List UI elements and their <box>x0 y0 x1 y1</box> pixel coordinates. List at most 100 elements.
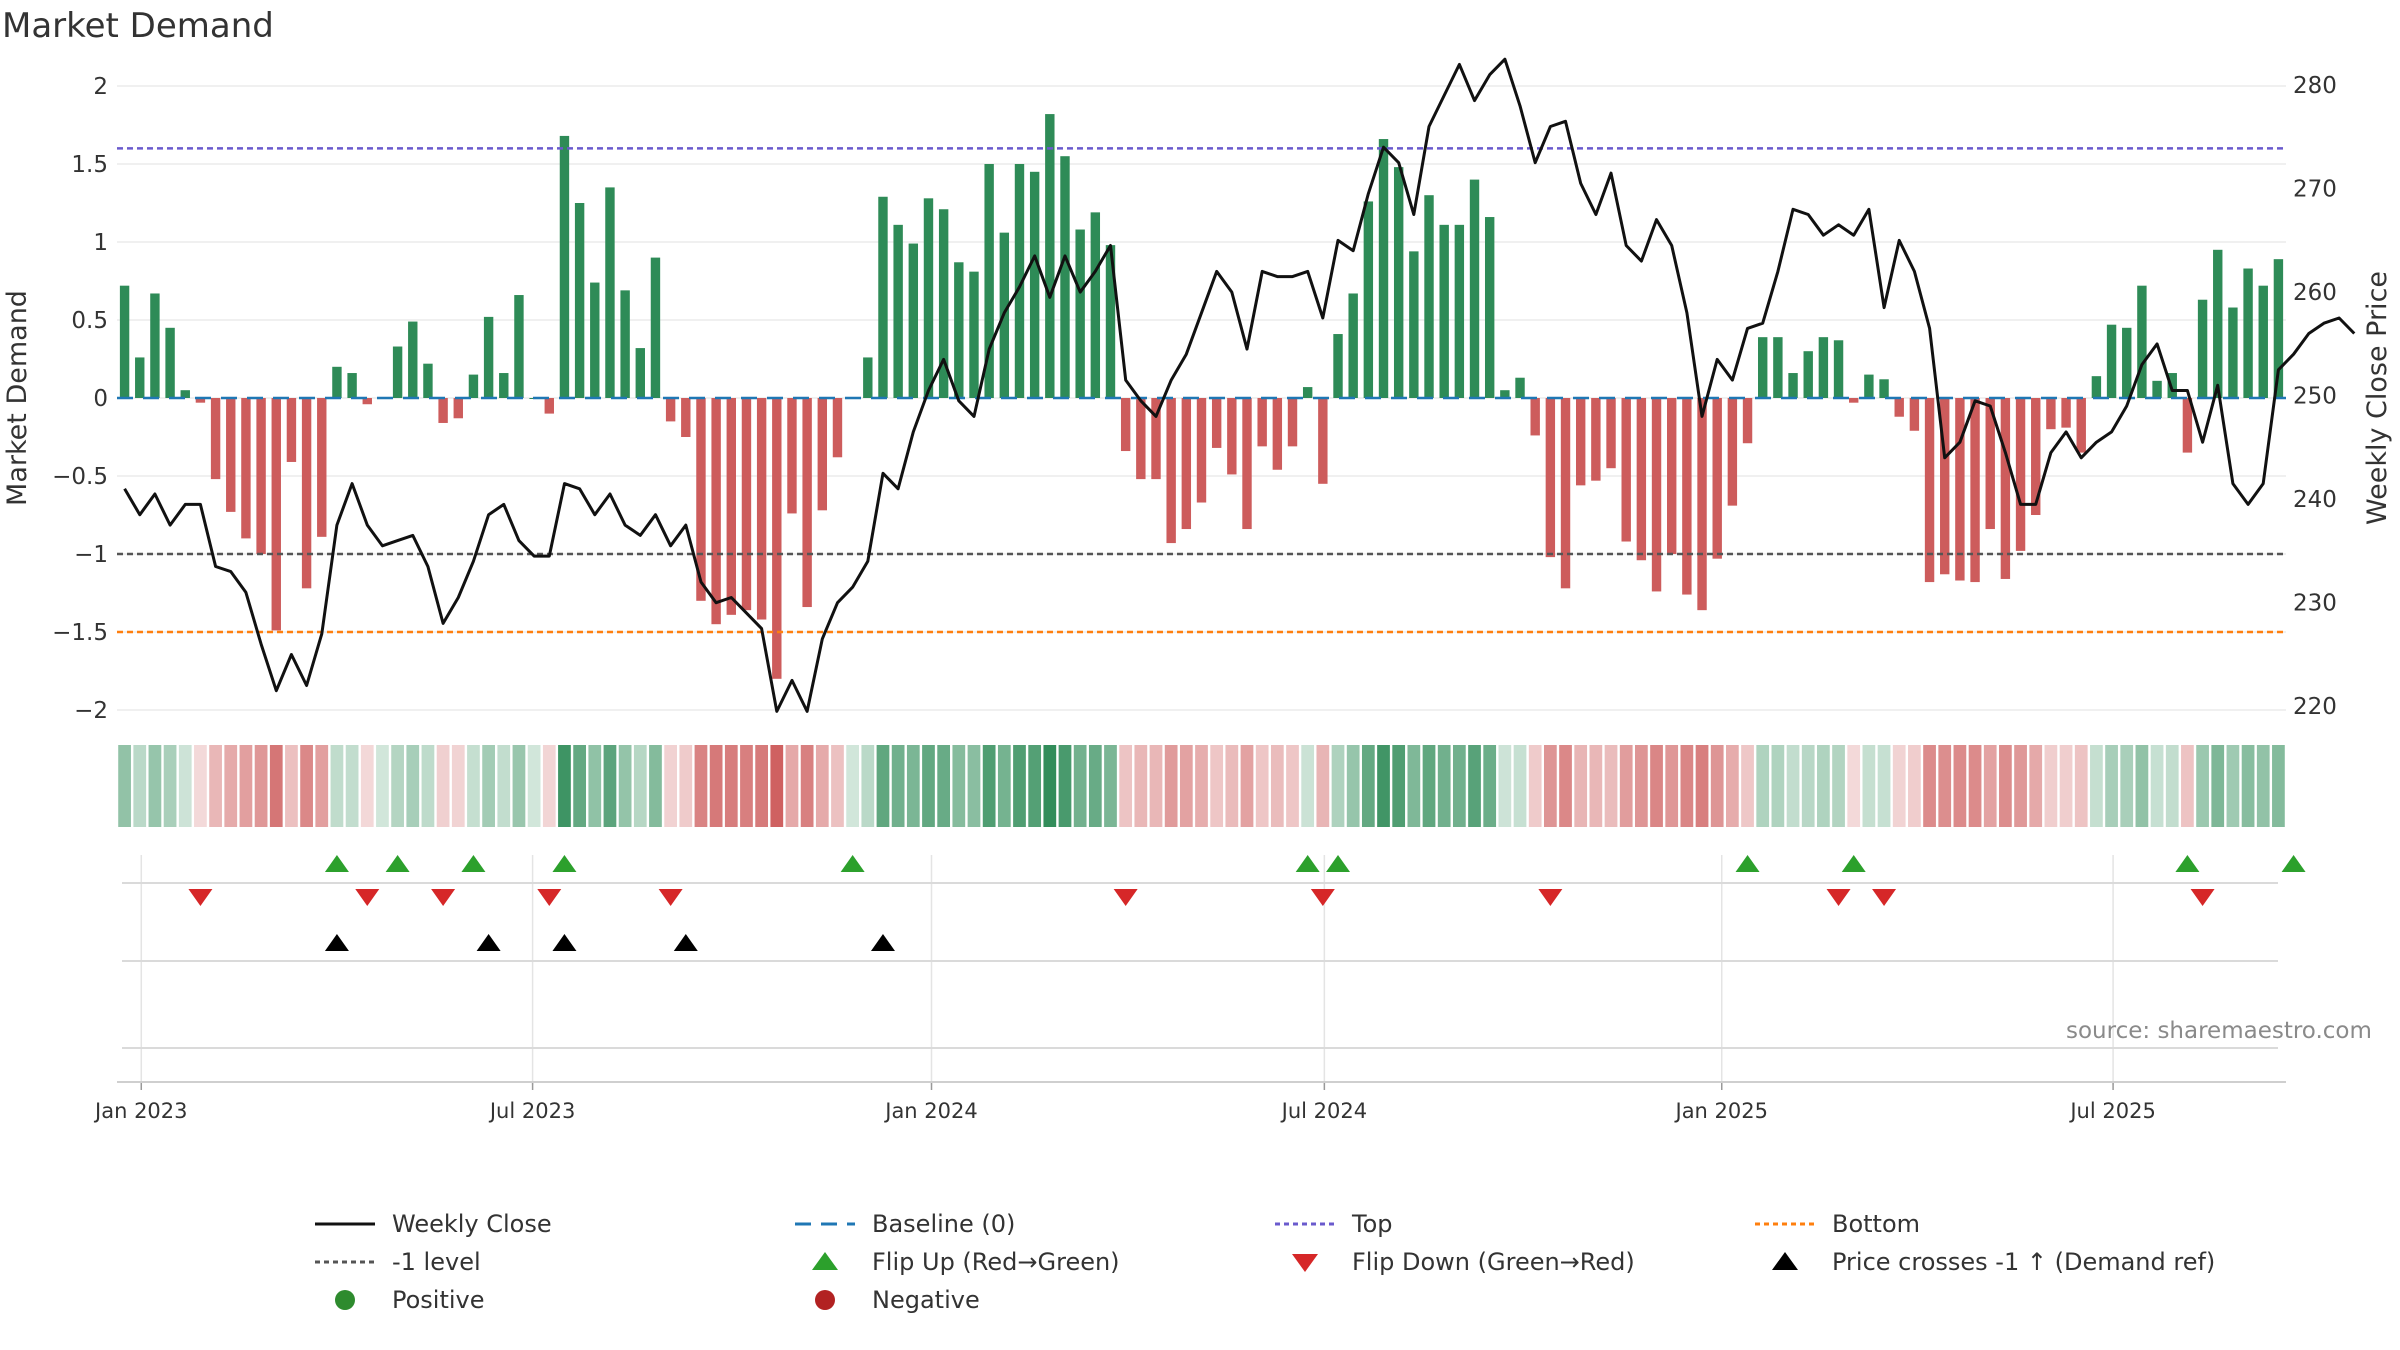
heat-cell <box>1665 745 1679 827</box>
demand-bar <box>1029 171 1040 398</box>
demand-bar <box>1409 251 1419 398</box>
flip-up-marker <box>324 855 349 872</box>
demand-bar <box>1454 224 1465 398</box>
demand-bar <box>1393 167 1404 398</box>
flip-up-marker <box>1841 855 1866 872</box>
demand-bar <box>1227 398 1237 475</box>
heat-cell <box>1999 745 2012 827</box>
left-tick-label: 1.5 <box>71 152 108 178</box>
heat-cell <box>254 745 268 827</box>
demand-bar <box>1515 377 1525 398</box>
demand-bar <box>665 398 676 422</box>
heat-cell <box>2241 745 2255 827</box>
flip-down-marker <box>188 889 213 906</box>
legend-label: Flip Up (Red→Green) <box>872 1248 1120 1276</box>
heat-cell <box>1786 745 1800 827</box>
heat-cell <box>1346 745 1360 827</box>
demand-bar <box>1151 398 1161 480</box>
demand-bar <box>1651 398 1662 592</box>
heat-cell <box>1437 745 1451 827</box>
demand-bar <box>1682 398 1692 595</box>
heat-cell <box>224 745 238 827</box>
heat-cell <box>1862 745 1876 827</box>
heat-cell <box>406 745 420 827</box>
heat-cell <box>1726 745 1739 827</box>
heat-cell <box>603 745 617 827</box>
heat-cell <box>1817 745 1830 827</box>
demand-bar <box>423 363 433 398</box>
heat-cell <box>1741 745 1754 827</box>
demand-bar <box>332 366 342 398</box>
demand-bar <box>1302 387 1313 398</box>
right-tick-label: 220 <box>2293 694 2337 720</box>
demand-bar <box>2258 285 2268 398</box>
legend-minus-one: -1 level <box>310 1247 790 1277</box>
heat-cell <box>1088 745 1102 827</box>
demand-bar <box>1818 337 1829 398</box>
demand-bar <box>756 398 767 620</box>
heat-cell <box>740 745 753 827</box>
x-tick-label: Jan 2024 <box>883 1099 978 1123</box>
heat-cell <box>664 745 677 827</box>
demand-bar <box>635 348 645 398</box>
heat-cell <box>633 745 647 827</box>
heat-cell <box>1013 745 1026 827</box>
demand-bar <box>2015 398 2026 551</box>
heat-cell <box>558 745 571 827</box>
legend-label: Weekly Close <box>392 1210 552 1238</box>
demand-bar <box>1849 398 1859 403</box>
demand-bar <box>1242 398 1252 530</box>
heat-cell <box>2120 745 2134 827</box>
heat-cell <box>785 745 799 827</box>
heat-cell <box>239 745 253 827</box>
heat-cell <box>1134 745 1148 827</box>
demand-bar <box>1181 398 1192 530</box>
heat-cell <box>2029 745 2043 827</box>
heat-cell <box>694 745 708 827</box>
demand-bar <box>1378 139 1389 399</box>
demand-bar <box>119 285 130 398</box>
heat-cell <box>1983 745 1997 827</box>
legend-price-cross: Price crosses -1 ↑ (Demand ref) <box>1750 1247 2230 1277</box>
demand-bar <box>1287 398 1298 447</box>
demand-bar <box>1788 373 1798 398</box>
heat-cell <box>360 745 374 827</box>
heat-cell <box>1695 745 1709 827</box>
demand-bar <box>241 398 251 539</box>
legend-negative: Negative <box>790 1285 1270 1315</box>
demand-bar <box>2273 259 2284 398</box>
demand-bar <box>954 262 964 398</box>
price-cross-marker <box>476 934 501 951</box>
heat-cell <box>1543 745 1557 827</box>
demand-bar <box>408 321 418 398</box>
heat-cell <box>1938 745 1952 827</box>
heat-cell <box>831 745 844 827</box>
demand-bar <box>1864 374 1874 398</box>
heat-cell <box>2272 745 2285 827</box>
demand-bar <box>726 398 736 615</box>
demand-bar <box>150 293 160 398</box>
demand-bar <box>1348 293 1358 398</box>
demand-bar <box>772 398 782 679</box>
demand-bar <box>1530 398 1540 436</box>
heat-cell <box>1589 745 1603 827</box>
flip-down-marker <box>1826 889 1851 906</box>
x-tick-label: Jan 2023 <box>93 1099 188 1123</box>
heat-cell <box>982 745 996 827</box>
heat-cell <box>1801 745 1815 827</box>
right-tick-label: 260 <box>2293 280 2337 306</box>
flip-up-marker <box>552 855 577 872</box>
demand-bar <box>544 398 554 414</box>
heat-cell <box>724 745 738 827</box>
heat-cell <box>1877 745 1891 827</box>
demand-bar <box>392 346 403 398</box>
demand-bar <box>1879 379 1889 398</box>
heat-cell <box>1225 745 1239 827</box>
heat-cell <box>118 745 131 827</box>
heat-cell <box>133 745 147 827</box>
demand-bar <box>1211 398 1222 448</box>
heat-cell <box>451 745 465 827</box>
heat-cell <box>1832 745 1845 827</box>
left-tick-label: −0.5 <box>52 464 108 490</box>
heat-cell <box>2256 745 2270 827</box>
